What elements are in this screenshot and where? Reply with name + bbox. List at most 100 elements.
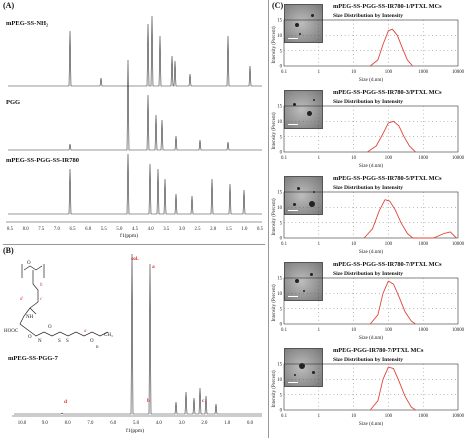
tem-particle [293,203,296,206]
y-tick-label: 0 [280,65,283,70]
panel-a-xlabel: f1(ppm) [120,233,139,239]
tem-particle [299,33,301,35]
y-tick-label: 15 [277,105,282,110]
x-tick-label: 10000 [452,328,464,333]
sample-title: mPEG-SS-PGG-SS-IR780-5/PTXL MCs [333,175,442,182]
x-tick-label: 10 [351,156,356,161]
tem-particle [309,201,315,207]
panel-a-tick-label: 8.0 [23,227,30,232]
peak-label-b: b [147,398,150,404]
panel-b-tick-label: 4.0 [156,421,163,426]
struct-label-b: b [40,283,43,288]
tem-particle [297,187,300,190]
scale-bar [288,210,298,211]
column-divider [268,0,269,438]
nmr-trace-1 [8,15,262,87]
compound-name: mPEG-SS-PGG-7 [8,355,58,362]
y-tick-label: 5 [280,135,283,140]
spectrum-title-mpeg-ss-nh2: mPEG-SS-NH₂ [6,20,49,27]
x-tick-label: 10 [351,242,356,247]
struct-label-d: d [20,297,23,302]
peak-label-d: d [64,399,67,405]
struct-label-c: c [40,297,43,302]
x-tick-label: 1 [318,242,321,247]
size-distribution-curve [363,199,457,239]
y-tick-label: 15 [277,191,282,196]
size-distribution-chart: 0 5 10 15 0.1 1 10 100 1000 10000 Intensity (Perce… [272,19,464,83]
x-tick-label: 100 [385,328,393,333]
panel-divider [3,244,265,245]
plot-frame [283,105,459,153]
panel-b-tick-label: 6.0 [110,421,117,426]
plot-frame [283,277,459,325]
peak-label-sol: sol. [131,256,139,262]
x-tick-label: 10000 [452,414,464,419]
sample-title: mPEG-SS-PGG-SS-IR780-1/PTXL MCs [333,3,442,10]
x-tick-label: 1 [318,414,321,419]
tem-particle [307,111,312,116]
tem-particle [299,363,305,369]
y-tick-label: 15 [277,363,282,368]
panel-a-tick-label: 5.5 [101,227,108,232]
size-distribution-chart: 0 5 10 15 0.1 1 10 100 1000 10000 Intensity (Perce… [272,363,464,427]
y-tick-label: 0 [280,323,283,328]
size-distribution-chart: 0 5 10 15 0.1 1 10 100 1000 10000 Intensity (Perce… [272,277,464,341]
spectrum-title-ir780: mPEG-SS-PGG-SS-IR780 [6,157,79,164]
y-tick-label: 5 [280,307,283,312]
tem-particle [311,14,314,17]
y-axis-label: Intensity (Percent) [272,284,277,321]
tem-particle [303,290,305,292]
y-tick-label: 5 [280,49,283,54]
struct-n-sub: n [96,345,99,350]
y-tick-label: 0 [280,151,283,156]
tem-image-inset [284,262,323,301]
x-axis-label: Size (d.nm) [359,420,383,427]
struct-s-2: S [66,339,69,344]
panel-a-tick-label: 4.0 [148,227,155,232]
size-distribution-curve [369,28,414,67]
x-tick-label: 100 [385,242,393,247]
y-axis-label: Intensity (Percent) [272,26,277,63]
size-distribution-title: Size Distribution by Intensity [333,185,404,191]
scale-bar [288,382,298,383]
tem-image-inset [284,90,323,129]
y-tick-label: 0 [280,237,283,242]
panel-a-nmr-spectra: 8.5 8.0 7.5 7.0 6.5 6.0 5.5 5.0 4.5 4.0 3.5 3.0 2.5 2… [6,15,264,232]
plot-frame [283,191,459,239]
sample-title: mPEG-SS-PGG-SS-IR780-7/PTXL MCs [333,261,442,268]
x-axis-label: Size (d.nm) [359,248,383,255]
panel-a-tick-label: 5.0 [116,227,123,232]
x-tick-label: 10000 [452,156,464,161]
struct-o-3: O [48,325,52,330]
y-tick-label: 10 [277,34,282,39]
panel-b-tick-label: 9.0 [42,421,49,426]
panel-a-tick-label: 3.5 [163,227,170,232]
chemical-structure [19,264,109,337]
y-tick-label: 0 [280,409,283,414]
panel-b-tick-label: 2.0 [201,421,208,426]
x-tick-label: 1000 [418,328,428,333]
sample-title: mPEG-SS-PGG-SS-IR780-3/PTXL MCs [333,89,442,96]
size-distribution-chart: 0 5 10 15 0.1 1 10 100 1000 10000 Intensity (Perce… [272,105,464,169]
x-tick-label: 100 [385,70,393,75]
panel-a-tick-label: 7.0 [54,227,61,232]
struct-o-2: O [28,335,32,340]
x-tick-label: 0.1 [281,414,288,419]
tem-particle [295,23,299,27]
panel-a-label: (A) [3,1,15,10]
x-tick-label: 10 [351,328,356,333]
x-axis-label: Size (d.nm) [359,162,383,169]
struct-ch3: CH₃ [104,333,113,338]
y-axis-label: Intensity (Percent) [272,198,277,235]
panel-a-tick-label: 8.5 [7,227,14,232]
scale-bar [288,124,298,125]
x-tick-label: 1 [318,328,321,333]
nmr-trace-2 [8,59,262,151]
tem-particle [295,279,299,283]
y-tick-label: 10 [277,120,282,125]
x-axis-label: Size (d.nm) [359,76,383,83]
sample-title: mPEG-PGG-IR780-7/PTXL MCs [333,347,424,354]
spectrum-title-pgg: PGG [6,99,21,106]
struct-label-a: a [84,329,87,334]
